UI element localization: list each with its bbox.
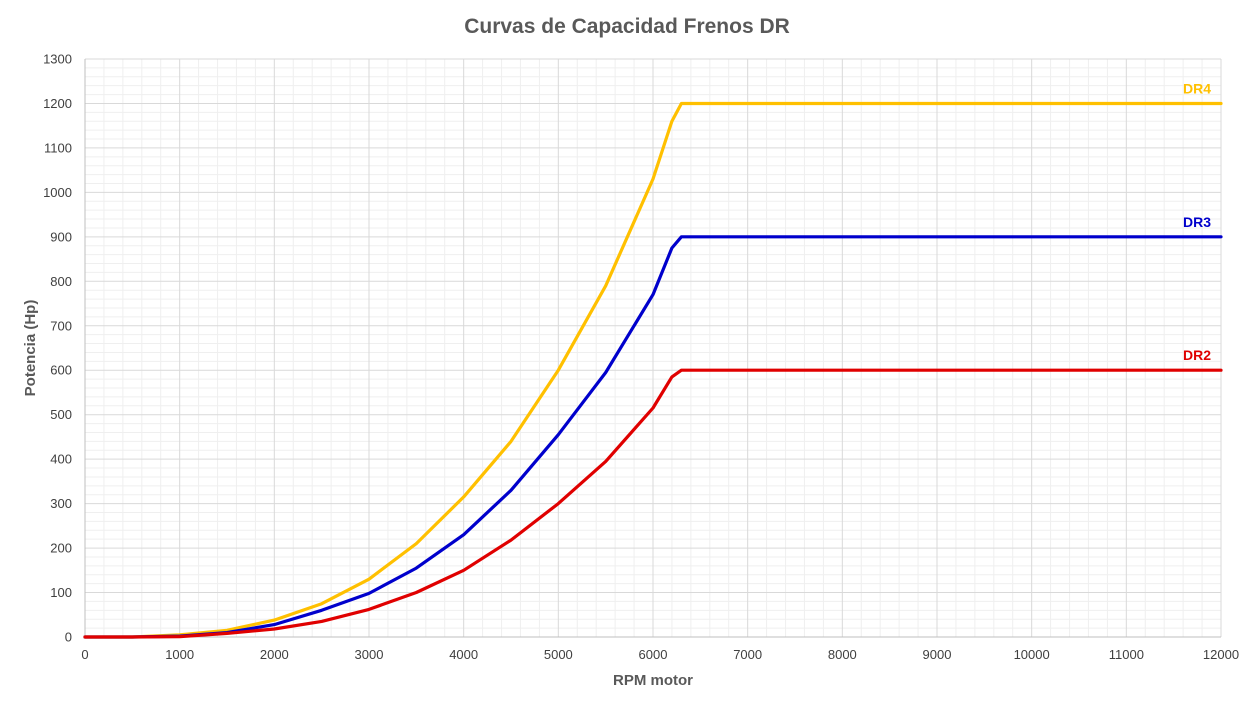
series-line-dr2	[83, 368, 1223, 639]
series-label-dr4: DR4	[1183, 80, 1211, 96]
x-tick-label: 8000	[828, 647, 857, 662]
y-tick-label: 1000	[43, 185, 72, 200]
x-tick-label: 7000	[733, 647, 762, 662]
major-gridlines	[85, 58, 1222, 637]
y-tick-label: 200	[50, 541, 72, 556]
chart-title: Curvas de Capacidad Frenos DR	[464, 15, 790, 38]
axes	[84, 59, 1221, 638]
series-line-dr4	[83, 101, 1223, 639]
x-tick-label: 0	[81, 647, 88, 662]
x-tick-label: 9000	[923, 647, 952, 662]
x-tick-label: 5000	[544, 647, 573, 662]
y-axis-title: Potencia (Hp)	[22, 300, 39, 397]
x-tick-label: 11000	[1109, 647, 1144, 662]
x-axis-tick-labels: 0 1000 2000 3000 4000 5000 6000 7000 8000 9000 100…	[81, 647, 1239, 662]
y-tick-label: 100	[50, 585, 72, 600]
series-lines	[83, 101, 1223, 639]
y-tick-label: 900	[50, 229, 72, 244]
x-tick-label: 12000	[1203, 647, 1239, 662]
y-tick-label: 800	[50, 274, 72, 289]
y-tick-label: 1300	[43, 52, 72, 67]
x-tick-label: 1000	[165, 647, 194, 662]
y-axis-tick-labels: 0 100 200 300 400 500 600 700 800 900 1000 1100 1200…	[43, 52, 72, 645]
y-tick-label: 0	[65, 630, 72, 645]
x-tick-label: 4000	[449, 647, 478, 662]
y-tick-label: 300	[50, 496, 72, 511]
x-axis-title: RPM motor	[613, 672, 693, 689]
x-tick-label: 3000	[355, 647, 384, 662]
x-tick-label: 10000	[1014, 647, 1050, 662]
series-label-dr2: DR2	[1183, 347, 1211, 363]
y-tick-label: 600	[50, 363, 72, 378]
y-tick-label: 1200	[43, 96, 72, 111]
x-tick-label: 2000	[260, 647, 289, 662]
y-tick-label: 500	[50, 407, 72, 422]
series-label-dr3: DR3	[1183, 214, 1211, 230]
x-tick-label: 6000	[639, 647, 668, 662]
series-line-dr3	[83, 235, 1223, 639]
y-tick-label: 700	[50, 318, 72, 333]
y-tick-label: 1100	[44, 140, 72, 155]
y-tick-label: 400	[50, 452, 72, 467]
series-labels: DR4 DR3 DR2	[1183, 80, 1211, 363]
